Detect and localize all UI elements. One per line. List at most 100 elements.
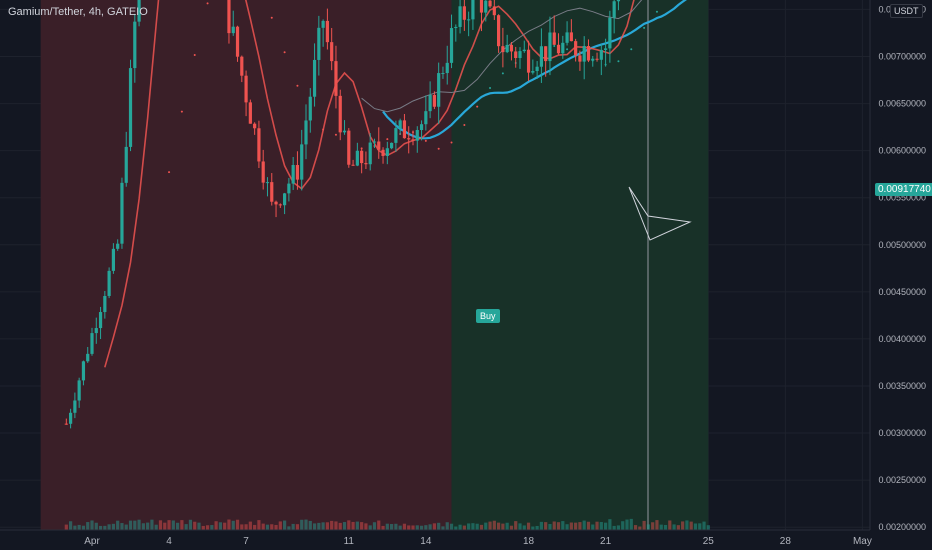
candle-body bbox=[287, 183, 291, 194]
volume-bar bbox=[244, 524, 248, 530]
candle-body bbox=[582, 46, 586, 62]
candle-body bbox=[321, 20, 325, 28]
candle-body bbox=[492, 6, 496, 16]
trailing-stop-dot bbox=[463, 124, 466, 127]
volume-bar bbox=[64, 524, 68, 530]
trailing-stop-dot bbox=[489, 87, 492, 90]
candle-body bbox=[278, 204, 282, 206]
candle-body bbox=[445, 62, 449, 74]
volume-bar bbox=[184, 524, 188, 530]
candle-body bbox=[411, 139, 415, 141]
volume-bar bbox=[398, 525, 402, 530]
candle-body bbox=[64, 423, 68, 425]
candle-body bbox=[437, 73, 441, 107]
trailing-stop-dot bbox=[643, 26, 646, 29]
volume-bar bbox=[235, 519, 240, 530]
candle-body bbox=[574, 41, 578, 56]
candle-body bbox=[394, 128, 398, 143]
candle-body bbox=[535, 66, 539, 71]
volume-bar bbox=[535, 525, 539, 530]
candle-body bbox=[539, 46, 543, 67]
volume-bar bbox=[227, 519, 231, 530]
x-tick-label: 14 bbox=[420, 536, 432, 547]
volume-bar bbox=[646, 524, 650, 530]
x-tick-label: 18 bbox=[523, 536, 535, 547]
volume-bar bbox=[514, 521, 518, 530]
last-price-tag: 0.00917740 bbox=[875, 183, 932, 196]
volume-bar bbox=[663, 524, 668, 530]
candle-body bbox=[526, 49, 531, 73]
candle-body bbox=[518, 51, 522, 59]
candle-body bbox=[360, 150, 364, 164]
candle-body bbox=[432, 95, 436, 107]
volume-bar bbox=[638, 526, 642, 530]
trailing-stop-dot bbox=[334, 133, 337, 136]
volume-bar bbox=[218, 522, 222, 530]
volume-bar bbox=[629, 518, 633, 530]
candle-body bbox=[137, 0, 141, 22]
volume-bar bbox=[394, 523, 398, 530]
candle-body bbox=[501, 46, 505, 53]
volume-bar bbox=[300, 519, 304, 530]
candle-body bbox=[69, 412, 73, 424]
candle-body bbox=[133, 21, 137, 69]
candle-body bbox=[569, 32, 573, 42]
candle-body bbox=[522, 49, 526, 52]
volume-bar bbox=[604, 522, 608, 530]
y-tick-label: 0.00400000 bbox=[878, 334, 926, 344]
volume-bar bbox=[561, 521, 565, 530]
volume-bar bbox=[124, 524, 128, 530]
trailing-stop-dot bbox=[450, 141, 453, 144]
trailing-stop-dot bbox=[193, 54, 196, 57]
volume-bar bbox=[672, 524, 676, 530]
x-tick-label: Apr bbox=[84, 536, 100, 547]
volume-bar bbox=[154, 524, 158, 530]
volume-bar bbox=[454, 526, 458, 530]
volume-bar bbox=[347, 520, 351, 530]
volume-bar bbox=[291, 523, 295, 530]
volume-bar bbox=[676, 525, 680, 530]
volume-bar bbox=[449, 523, 454, 530]
candle-body bbox=[398, 120, 402, 129]
volume-bar bbox=[107, 524, 111, 530]
volume-bar bbox=[441, 526, 445, 530]
candle-body bbox=[265, 182, 270, 184]
volume-bar bbox=[338, 522, 342, 530]
candle-body bbox=[338, 95, 342, 133]
volume-bar bbox=[556, 522, 561, 530]
volume-bar bbox=[176, 522, 180, 530]
volume-bar bbox=[270, 524, 274, 530]
volume-bar bbox=[295, 524, 300, 530]
volume-bar bbox=[428, 524, 432, 530]
candle-body bbox=[390, 142, 394, 149]
volume-bar bbox=[488, 521, 492, 530]
trailing-stop-dot bbox=[476, 105, 479, 108]
candle-body bbox=[248, 102, 252, 124]
candle-body bbox=[381, 149, 385, 156]
candlestick-series bbox=[64, 0, 621, 429]
volume-bar bbox=[633, 525, 638, 530]
volume-bar bbox=[492, 520, 496, 530]
volume-bar bbox=[659, 524, 663, 530]
candle-body bbox=[317, 27, 321, 60]
volume-bar bbox=[201, 525, 205, 530]
candle-body bbox=[94, 328, 98, 334]
volume-bar bbox=[111, 523, 115, 530]
candle-body bbox=[120, 182, 124, 244]
candle-body bbox=[509, 44, 514, 52]
y-tick-label: 0.00650000 bbox=[878, 99, 926, 109]
currency-badge[interactable]: USDT bbox=[890, 4, 923, 18]
y-tick-label: 0.00250000 bbox=[878, 475, 926, 485]
volume-bar bbox=[90, 520, 94, 530]
volume-bar bbox=[94, 522, 98, 530]
candle-body bbox=[578, 55, 582, 62]
candle-body bbox=[586, 46, 591, 61]
volume-bar bbox=[231, 520, 235, 530]
candle-body bbox=[454, 26, 458, 29]
volume-bar bbox=[321, 522, 325, 530]
volume-bar bbox=[342, 522, 347, 530]
volume-bar bbox=[471, 523, 475, 530]
candle-body bbox=[128, 68, 133, 147]
candle-body bbox=[604, 48, 608, 50]
